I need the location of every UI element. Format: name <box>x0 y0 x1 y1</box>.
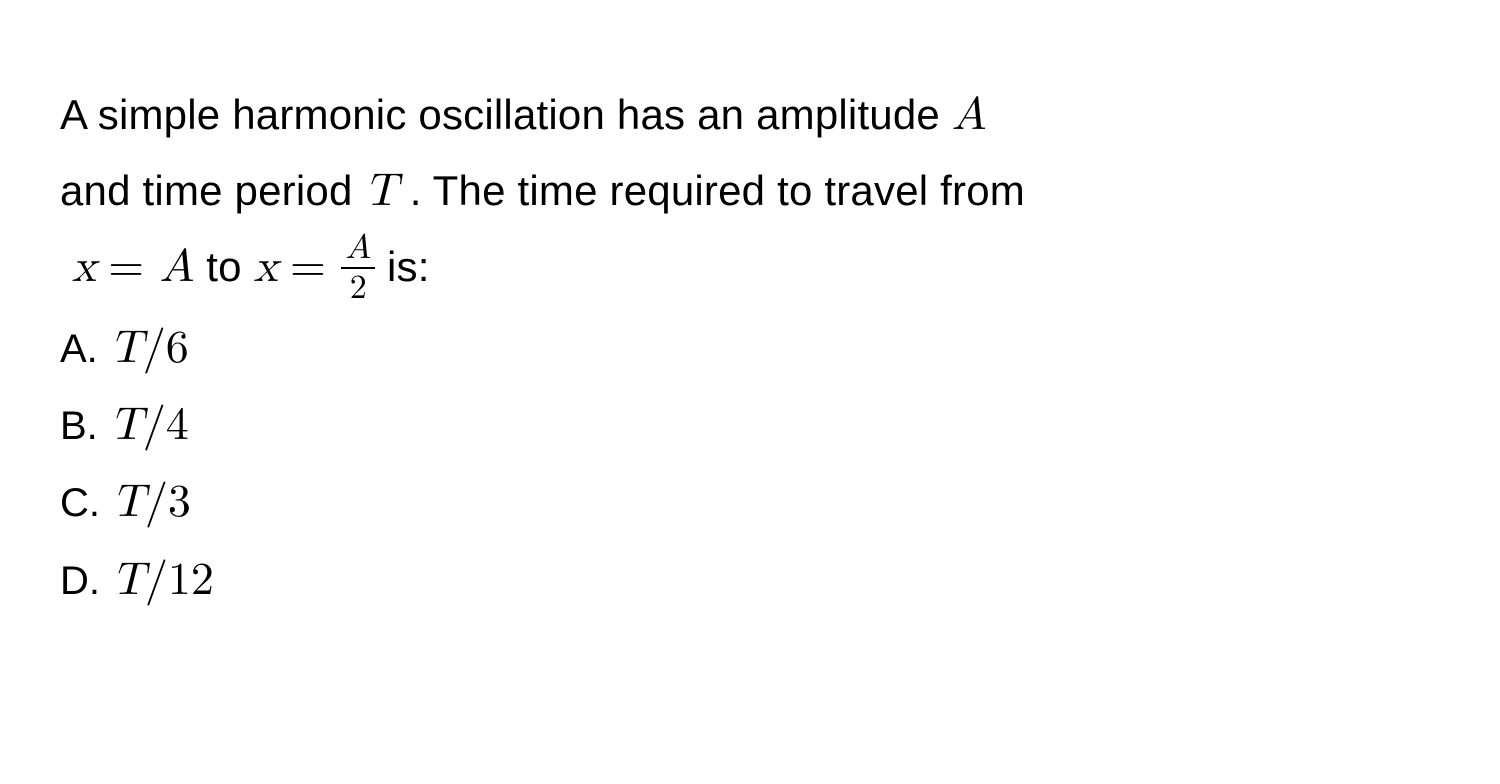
equals-sign: = <box>108 244 159 290</box>
variable-T: T <box>112 479 145 525</box>
option-label: C. <box>60 481 100 525</box>
text-segment: A simple harmonic oscillation has an amp… <box>60 91 952 138</box>
fraction-numerator: A <box>341 231 375 269</box>
question-block: A simple harmonic oscillation has an amp… <box>0 0 1500 616</box>
question-line-2: and time period T . The time required to… <box>60 154 1440 230</box>
option-c: C. T/3 <box>60 467 1440 538</box>
fraction-A-over-2: A 2 <box>341 231 375 305</box>
option-a: A. T/6 <box>60 313 1440 384</box>
equals-sign: = <box>290 244 341 290</box>
number: 6 <box>166 325 189 371</box>
text-to: to <box>206 243 253 290</box>
number: 4 <box>166 402 189 448</box>
text-segment: is: <box>387 243 430 290</box>
variable-A: A <box>952 92 987 138</box>
fraction-denominator: 2 <box>341 269 375 305</box>
number: 12 <box>168 557 214 603</box>
text-segment: . The time required to travel from <box>410 167 1025 214</box>
option-b: B. T/4 <box>60 390 1440 461</box>
variable-x: x <box>72 244 97 290</box>
number: 3 <box>168 479 191 525</box>
slash: / <box>145 557 168 603</box>
text-segment: and time period <box>60 167 364 214</box>
variable-T: T <box>109 402 142 448</box>
option-d: D. T/12 <box>60 545 1440 616</box>
question-line-1: A simple harmonic oscillation has an amp… <box>60 78 1440 154</box>
slash: / <box>143 325 166 371</box>
variable-T: T <box>364 168 397 214</box>
option-label: A. <box>60 327 98 371</box>
question-line-3: x = A to x = A 2 is: <box>60 230 1440 307</box>
option-label: D. <box>60 559 100 603</box>
slash: / <box>145 479 168 525</box>
variable-T: T <box>109 325 142 371</box>
variable-x: x <box>254 244 279 290</box>
slash: / <box>143 402 166 448</box>
variable-A: A <box>160 244 195 290</box>
variable-T: T <box>112 557 145 603</box>
option-label: B. <box>60 404 98 448</box>
